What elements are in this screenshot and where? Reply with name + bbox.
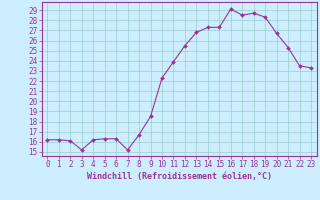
X-axis label: Windchill (Refroidissement éolien,°C): Windchill (Refroidissement éolien,°C) [87, 172, 272, 181]
